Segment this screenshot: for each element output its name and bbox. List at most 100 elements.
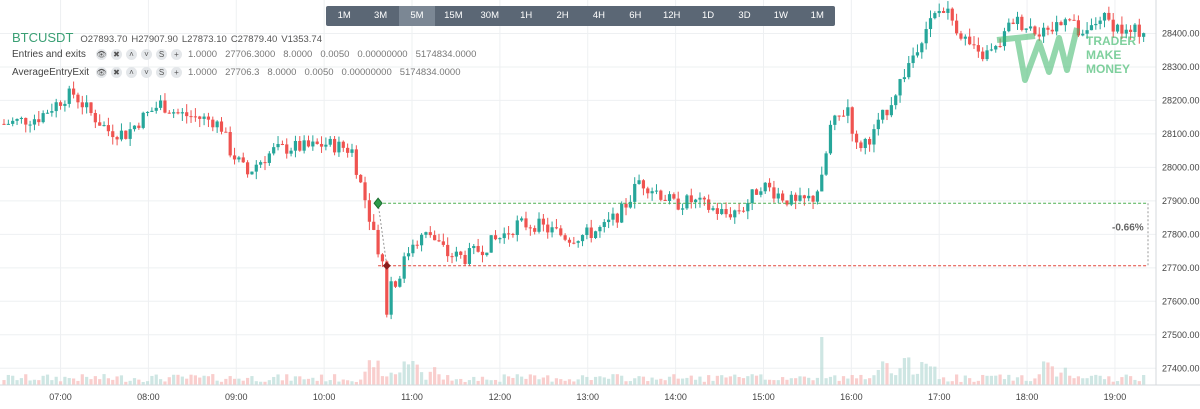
timeframe-button-1m-month[interactable]: 1M xyxy=(810,10,824,21)
volume-bar xyxy=(219,381,224,385)
volume-bar xyxy=(920,362,924,385)
volume-bar xyxy=(185,378,189,385)
plus-icon[interactable]: + xyxy=(171,48,182,60)
volume-bar xyxy=(502,374,506,385)
volume-bar xyxy=(915,373,920,385)
volume-bar xyxy=(898,368,902,385)
timeframe-button-30m[interactable]: 30M xyxy=(480,10,499,21)
indicator-value: 8.0000 xyxy=(283,48,313,60)
candle-body xyxy=(76,94,80,103)
volume-bar xyxy=(111,379,115,385)
candle-body xyxy=(511,233,515,235)
candle-body xyxy=(1024,28,1028,30)
timeframe-button-1d[interactable]: 1D xyxy=(702,10,715,21)
candle-body xyxy=(515,220,519,235)
candle-body xyxy=(759,191,763,195)
candle-body xyxy=(198,116,202,119)
timeframe-button-12h[interactable]: 12H xyxy=(662,10,681,21)
settings-s-icon[interactable]: S xyxy=(156,48,167,60)
candle-body xyxy=(1115,24,1120,32)
candle-body xyxy=(611,213,615,220)
volume-bar xyxy=(311,377,315,385)
volume-bar xyxy=(224,378,228,385)
close-icon[interactable]: ✖ xyxy=(111,48,122,60)
timeframe-button-4h[interactable]: 4H xyxy=(592,10,605,21)
volume-bar xyxy=(1142,375,1146,385)
candle-body xyxy=(981,51,985,60)
candle-body xyxy=(1063,19,1067,26)
volume-bar xyxy=(411,361,415,385)
volume-bar xyxy=(533,375,537,385)
volume-bar xyxy=(515,374,519,385)
volume-bar xyxy=(881,361,885,385)
volume-bar xyxy=(259,381,263,385)
candle-body xyxy=(485,252,489,256)
volume-bar xyxy=(759,374,763,385)
eye-icon[interactable]: 👁 xyxy=(96,48,107,60)
candle-body xyxy=(202,116,206,119)
candle-body xyxy=(19,117,23,119)
candle-body xyxy=(372,221,376,230)
candle-body xyxy=(624,203,628,208)
candle-body xyxy=(158,100,163,108)
volume-bar xyxy=(667,376,672,385)
candle-body xyxy=(250,171,254,175)
chevron-down-icon[interactable]: ˅ xyxy=(141,48,152,60)
volume-bar xyxy=(589,380,593,385)
price-tick-label: 28000.00 xyxy=(1162,162,1200,172)
timeframe-button-6h[interactable]: 6H xyxy=(629,10,642,21)
timeframe-button-2h[interactable]: 2H xyxy=(556,10,569,21)
candle-body xyxy=(685,195,689,209)
chevron-up-icon[interactable]: ˄ xyxy=(126,66,137,78)
eye-icon[interactable]: 👁 xyxy=(96,66,107,78)
candle-body xyxy=(1089,25,1094,31)
chevron-down-icon[interactable]: ˅ xyxy=(141,66,152,78)
volume-bar xyxy=(324,381,328,385)
ohlc-close: C27879.40 xyxy=(230,34,278,45)
candle-body xyxy=(254,164,258,172)
volume-bar xyxy=(232,378,237,385)
timeframe-button-1m[interactable]: 1M xyxy=(337,10,351,21)
candle-body xyxy=(93,113,97,123)
volume-bar xyxy=(737,377,741,385)
volume-bar xyxy=(1037,374,1041,385)
candle-body xyxy=(341,141,345,148)
volume-bar xyxy=(467,380,472,385)
candle-body xyxy=(424,232,428,235)
volume-bar xyxy=(567,379,572,385)
candle-body xyxy=(689,195,693,203)
chevron-up-icon[interactable]: ˄ xyxy=(126,48,137,60)
timeframe-button-3d[interactable]: 3D xyxy=(738,10,751,21)
candle-body xyxy=(163,100,167,113)
candle-body xyxy=(1050,29,1054,32)
close-icon[interactable]: ✖ xyxy=(111,66,122,78)
candle-body xyxy=(32,119,37,125)
volume-bar xyxy=(276,374,280,385)
volume-bar xyxy=(32,379,37,385)
candle-body xyxy=(37,119,41,123)
candle-body xyxy=(1033,26,1037,35)
plus-icon[interactable]: + xyxy=(171,66,182,78)
timeframe-button-5m[interactable]: 5M xyxy=(398,6,436,26)
settings-s-icon[interactable]: S xyxy=(156,66,167,78)
timeframe-button-1w[interactable]: 1W xyxy=(773,10,788,21)
candle-body xyxy=(463,254,467,264)
candle-body xyxy=(302,140,306,151)
volume-bar xyxy=(498,381,502,385)
candle-body xyxy=(580,235,585,242)
candle-body xyxy=(750,189,754,204)
timeframe-button-1h[interactable]: 1H xyxy=(520,10,533,21)
candle-body xyxy=(332,138,337,153)
volume-bar xyxy=(989,375,994,385)
candle-body xyxy=(567,239,572,243)
candle-body xyxy=(1098,20,1102,24)
timeframe-button-3m[interactable]: 3M xyxy=(373,10,388,21)
timeframe-button-15m[interactable]: 15M xyxy=(444,10,463,21)
candle-body xyxy=(763,182,767,192)
volume-bar xyxy=(580,375,585,385)
candle-body xyxy=(602,222,606,227)
volume-bar xyxy=(811,380,815,385)
volume-bar xyxy=(54,376,58,385)
indicator-value: 27706.3000 xyxy=(225,48,276,60)
